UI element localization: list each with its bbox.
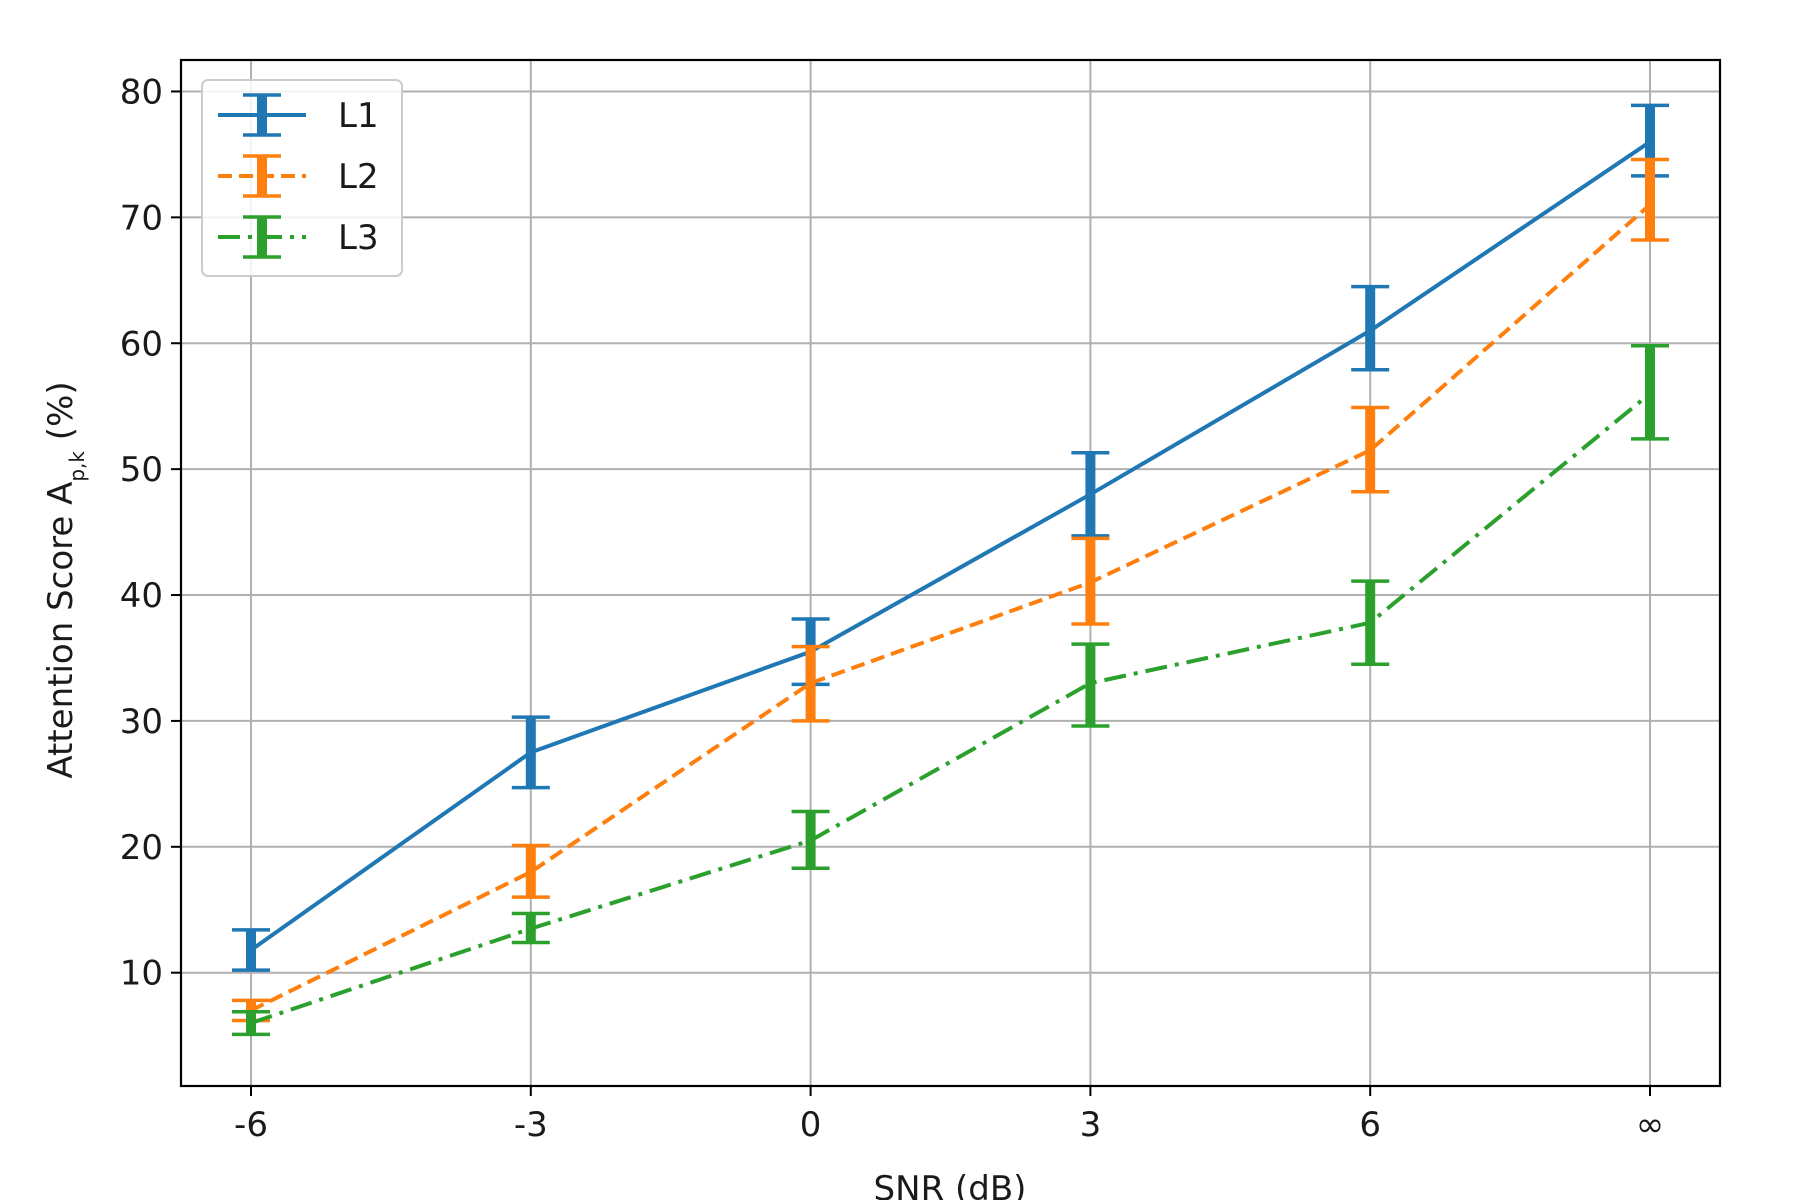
- series-l1: [232, 103, 1669, 972]
- series-layer: [232, 103, 1669, 1037]
- legend-label: L2: [338, 157, 379, 197]
- y-tick-label: 50: [120, 450, 163, 490]
- legend-label: L3: [338, 218, 379, 258]
- y-tick-label: 30: [120, 702, 163, 742]
- y-tick-label: 40: [120, 576, 163, 616]
- y-tick-label: 10: [120, 954, 163, 994]
- x-tick-label: 6: [1359, 1105, 1381, 1145]
- y-axis-label-unit: (%): [41, 381, 81, 451]
- y-axis-label: Attention Score Ap,k (%): [41, 381, 89, 778]
- series-l3: [232, 344, 1669, 1037]
- legend: L1 L2 L3: [201, 79, 403, 277]
- legend-label: L1: [338, 96, 379, 136]
- x-tick-label: 3: [1080, 1105, 1102, 1145]
- y-axis-label-subscript: p,k: [65, 451, 89, 482]
- y-tick-label: 60: [120, 324, 163, 364]
- x-tick-label: 0: [800, 1105, 822, 1145]
- y-axis-label-main: Attention Score A: [41, 482, 81, 779]
- x-axis-label: SNR (dB): [874, 1169, 1027, 1200]
- x-tick-label: ∞: [1636, 1105, 1664, 1145]
- legend-item-l1: L1: [218, 93, 379, 137]
- x-axis: -6 -3 0 3 6 ∞: [234, 1086, 1664, 1145]
- legend-item-l3: L3: [218, 215, 379, 259]
- legend-item-l2: L2: [218, 154, 379, 198]
- series-line: [250, 203, 1652, 1013]
- y-tick-label: 70: [120, 198, 163, 238]
- series-l2: [232, 157, 1669, 1023]
- x-tick-label: -6: [234, 1105, 268, 1145]
- series-line: [249, 140, 1652, 952]
- y-tick-label: 20: [120, 828, 163, 868]
- x-tick-label: -3: [514, 1105, 548, 1145]
- y-axis: 10 20 30 40 50 60 70 80: [120, 72, 181, 994]
- series-line: [250, 392, 1652, 1025]
- plot-frame: [179, 58, 1722, 1088]
- y-tick-label: 80: [120, 72, 163, 112]
